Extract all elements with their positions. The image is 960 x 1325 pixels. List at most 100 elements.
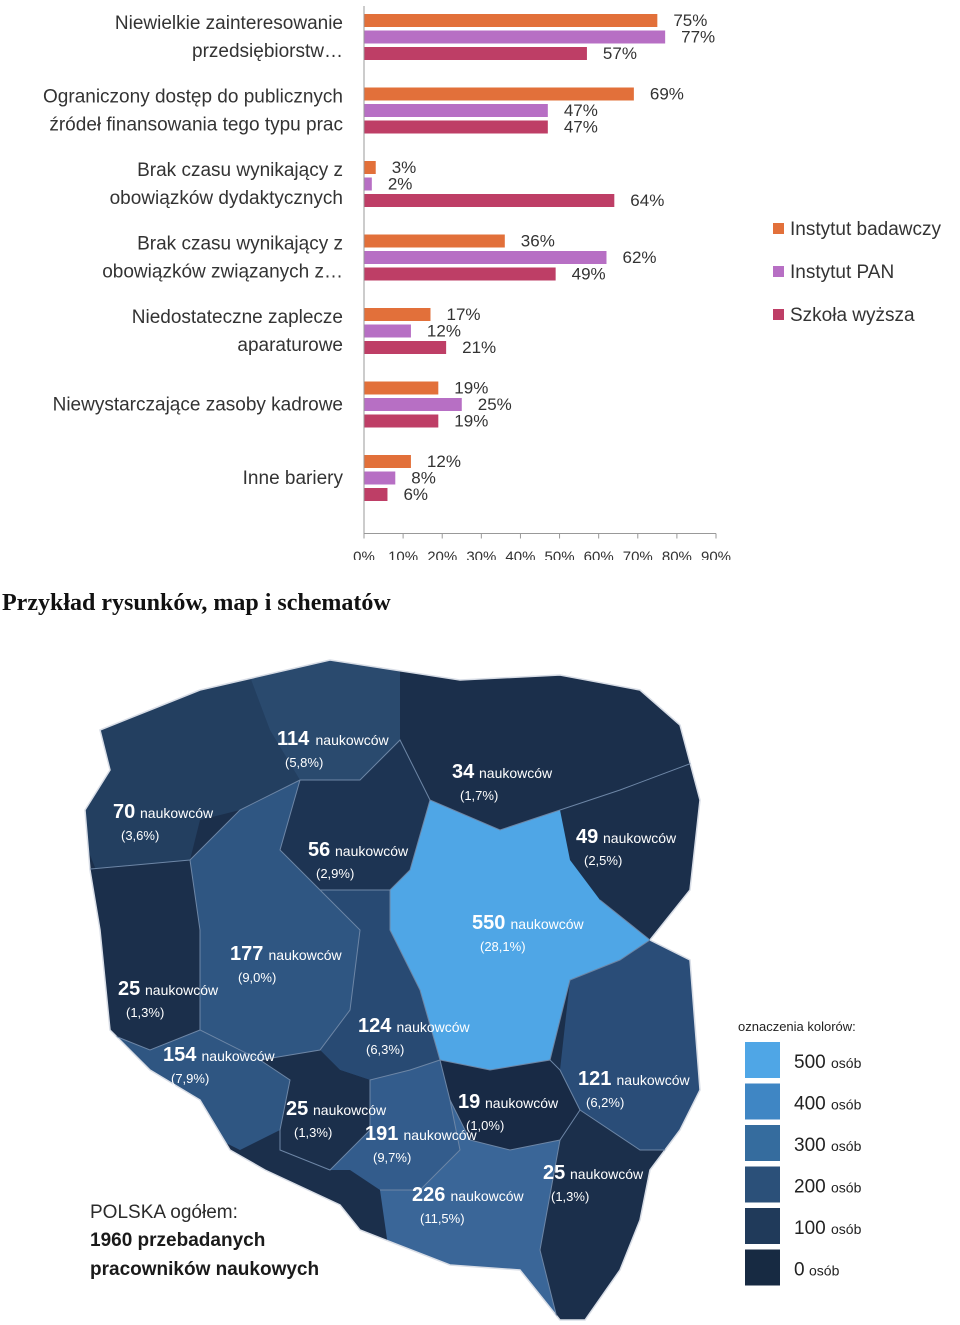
- category-label: obowiązków związanych z…: [102, 262, 343, 283]
- data-label: 62%: [622, 248, 656, 267]
- region-label: 550 naukowców (28,1%): [472, 912, 585, 954]
- region-percent: (6,2%): [586, 1095, 624, 1110]
- legend-swatch: [773, 223, 784, 234]
- bar: [364, 194, 615, 207]
- data-label: 21%: [462, 338, 496, 357]
- data-label: 36%: [521, 232, 555, 251]
- region-unit: naukowców: [617, 1072, 691, 1088]
- region-percent: (2,5%): [584, 853, 622, 868]
- data-label: 6%: [403, 485, 428, 504]
- bar: [364, 455, 411, 468]
- data-label: 49%: [572, 265, 606, 284]
- region-label: 226 naukowców (11,5%): [412, 1184, 525, 1226]
- region-unit: naukowców: [269, 947, 343, 963]
- data-label: 64%: [630, 191, 664, 210]
- x-tick-label: 90%: [701, 549, 731, 561]
- map-legend-unit: osób: [831, 1180, 862, 1196]
- region-label: 121 naukowców (6,2%): [578, 1068, 691, 1110]
- bar: [364, 471, 396, 485]
- x-tick-label: 80%: [662, 549, 692, 561]
- map-legend-swatch: [745, 1208, 780, 1244]
- data-label: 3%: [392, 158, 417, 177]
- bar: [364, 251, 607, 264]
- bar: [364, 267, 556, 281]
- region-count: 124: [358, 1015, 392, 1037]
- region-unit: naukowców: [479, 765, 553, 781]
- map-legend-unit: osób: [831, 1097, 862, 1113]
- region-slaskie: [330, 1060, 460, 1190]
- region-lubuskie: [85, 860, 200, 1050]
- category-label: Niewielkie zainteresowanie: [115, 13, 343, 34]
- region-percent: (1,3%): [551, 1189, 589, 1204]
- region-unit: naukowców: [485, 1095, 559, 1111]
- map-legend-unit: osób: [809, 1263, 840, 1279]
- region-count: 114: [277, 728, 310, 750]
- region-dolnoslaskie: [100, 1030, 290, 1150]
- region-label: 114 naukowców (5,8%): [277, 728, 390, 770]
- region-opolskie: [260, 1050, 370, 1170]
- bar: [364, 177, 372, 191]
- region-count: 121: [578, 1068, 611, 1090]
- category-label: Niewystarczające zasoby kadrowe: [53, 395, 343, 416]
- region-percent: (9,7%): [373, 1150, 411, 1165]
- region-count: 34: [452, 761, 475, 783]
- bar: [364, 381, 439, 395]
- category-label: aparaturowe: [237, 335, 343, 356]
- map-legend-value: 200: [794, 1177, 826, 1198]
- data-label: 12%: [427, 322, 461, 341]
- bar: [364, 104, 548, 117]
- map-legend-value: 400: [794, 1094, 826, 1115]
- legend-label: Szkoła wyższa: [790, 305, 915, 326]
- region-count: 25: [118, 978, 140, 1000]
- data-label: 12%: [427, 452, 461, 471]
- map-legend-value: 100: [794, 1218, 826, 1239]
- region-lubelskie: [560, 940, 700, 1150]
- region-percent: (28,1%): [480, 939, 526, 954]
- legend-swatch: [773, 309, 784, 320]
- map-legend-unit: osób: [831, 1055, 862, 1071]
- category-label: Brak czasu wynikający z: [137, 234, 343, 255]
- bar-chart: Niewielkie zainteresowanie przedsiębiorst…: [43, 6, 942, 561]
- region-unit: naukowców: [451, 1188, 525, 1204]
- region-label: 19 naukowców (1,0%): [458, 1091, 559, 1133]
- region-wielkopolskie: [190, 780, 360, 1060]
- legend-label: Instytut PAN: [790, 262, 894, 283]
- x-tick-label: 20%: [427, 549, 457, 561]
- poland-border: [84, 659, 701, 1321]
- region-unit: naukowców: [404, 1127, 478, 1143]
- region-kujawsko-pomorskie: [280, 740, 430, 890]
- region-label: 25 naukowców (1,3%): [286, 1098, 387, 1140]
- map-legend-swatch: [745, 1042, 780, 1078]
- bar: [364, 120, 548, 134]
- x-tick-label: 50%: [545, 549, 575, 561]
- region-percent: (1,7%): [460, 788, 498, 803]
- map-legend-title: oznaczenia kolorów:: [738, 1019, 856, 1034]
- bar: [364, 398, 462, 411]
- data-label: 2%: [388, 175, 413, 194]
- data-label: 47%: [564, 101, 598, 120]
- map-legend-value: 0: [794, 1260, 805, 1281]
- region-count: 70: [113, 801, 135, 823]
- data-label: 47%: [564, 118, 598, 137]
- data-label: 75%: [673, 11, 707, 30]
- x-tick-label: 40%: [505, 549, 535, 561]
- region-unit: naukowców: [202, 1048, 276, 1064]
- region-unit: naukowców: [145, 982, 219, 998]
- category-label: źródeł finansowania tego typu prac: [49, 115, 343, 136]
- section-heading: Przykład rysunków, map i schematów: [2, 590, 391, 616]
- poland-map-figure: 114 naukowców(5,8%) 34 naukowców(1,7%)70 nau…: [84, 659, 862, 1321]
- data-label: 69%: [650, 85, 684, 104]
- x-tick-label: 0%: [353, 549, 375, 561]
- category-label: obowiązków dydaktycznych: [110, 188, 343, 209]
- region-pomorskie: [240, 660, 420, 780]
- region-percent: (1,3%): [294, 1125, 332, 1140]
- region-percent: (9,0%): [238, 970, 276, 985]
- region-unit: naukowców: [335, 843, 409, 859]
- map-legend-swatch: [745, 1249, 780, 1286]
- poland-summary: POLSKA ogółem: 1960 przebadanych pracown…: [90, 1202, 319, 1280]
- region-label: 154 naukowców (7,9%): [163, 1044, 276, 1086]
- bar: [364, 87, 634, 101]
- region-count: 25: [286, 1098, 308, 1120]
- map-legend-swatch: [745, 1083, 780, 1120]
- region-unit: naukowców: [316, 732, 390, 748]
